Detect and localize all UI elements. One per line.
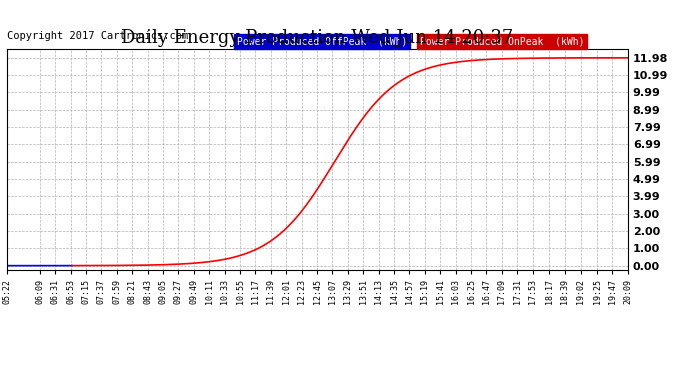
Title: Daily Energy Production Wed Jun 14 20:37: Daily Energy Production Wed Jun 14 20:37 <box>121 29 513 47</box>
Text: Copyright 2017 Cartronics.com: Copyright 2017 Cartronics.com <box>7 32 188 41</box>
Text: Power Produced OffPeak  (kWh): Power Produced OffPeak (kWh) <box>237 36 407 46</box>
Text: Power Produced OnPeak  (kWh): Power Produced OnPeak (kWh) <box>420 36 584 46</box>
